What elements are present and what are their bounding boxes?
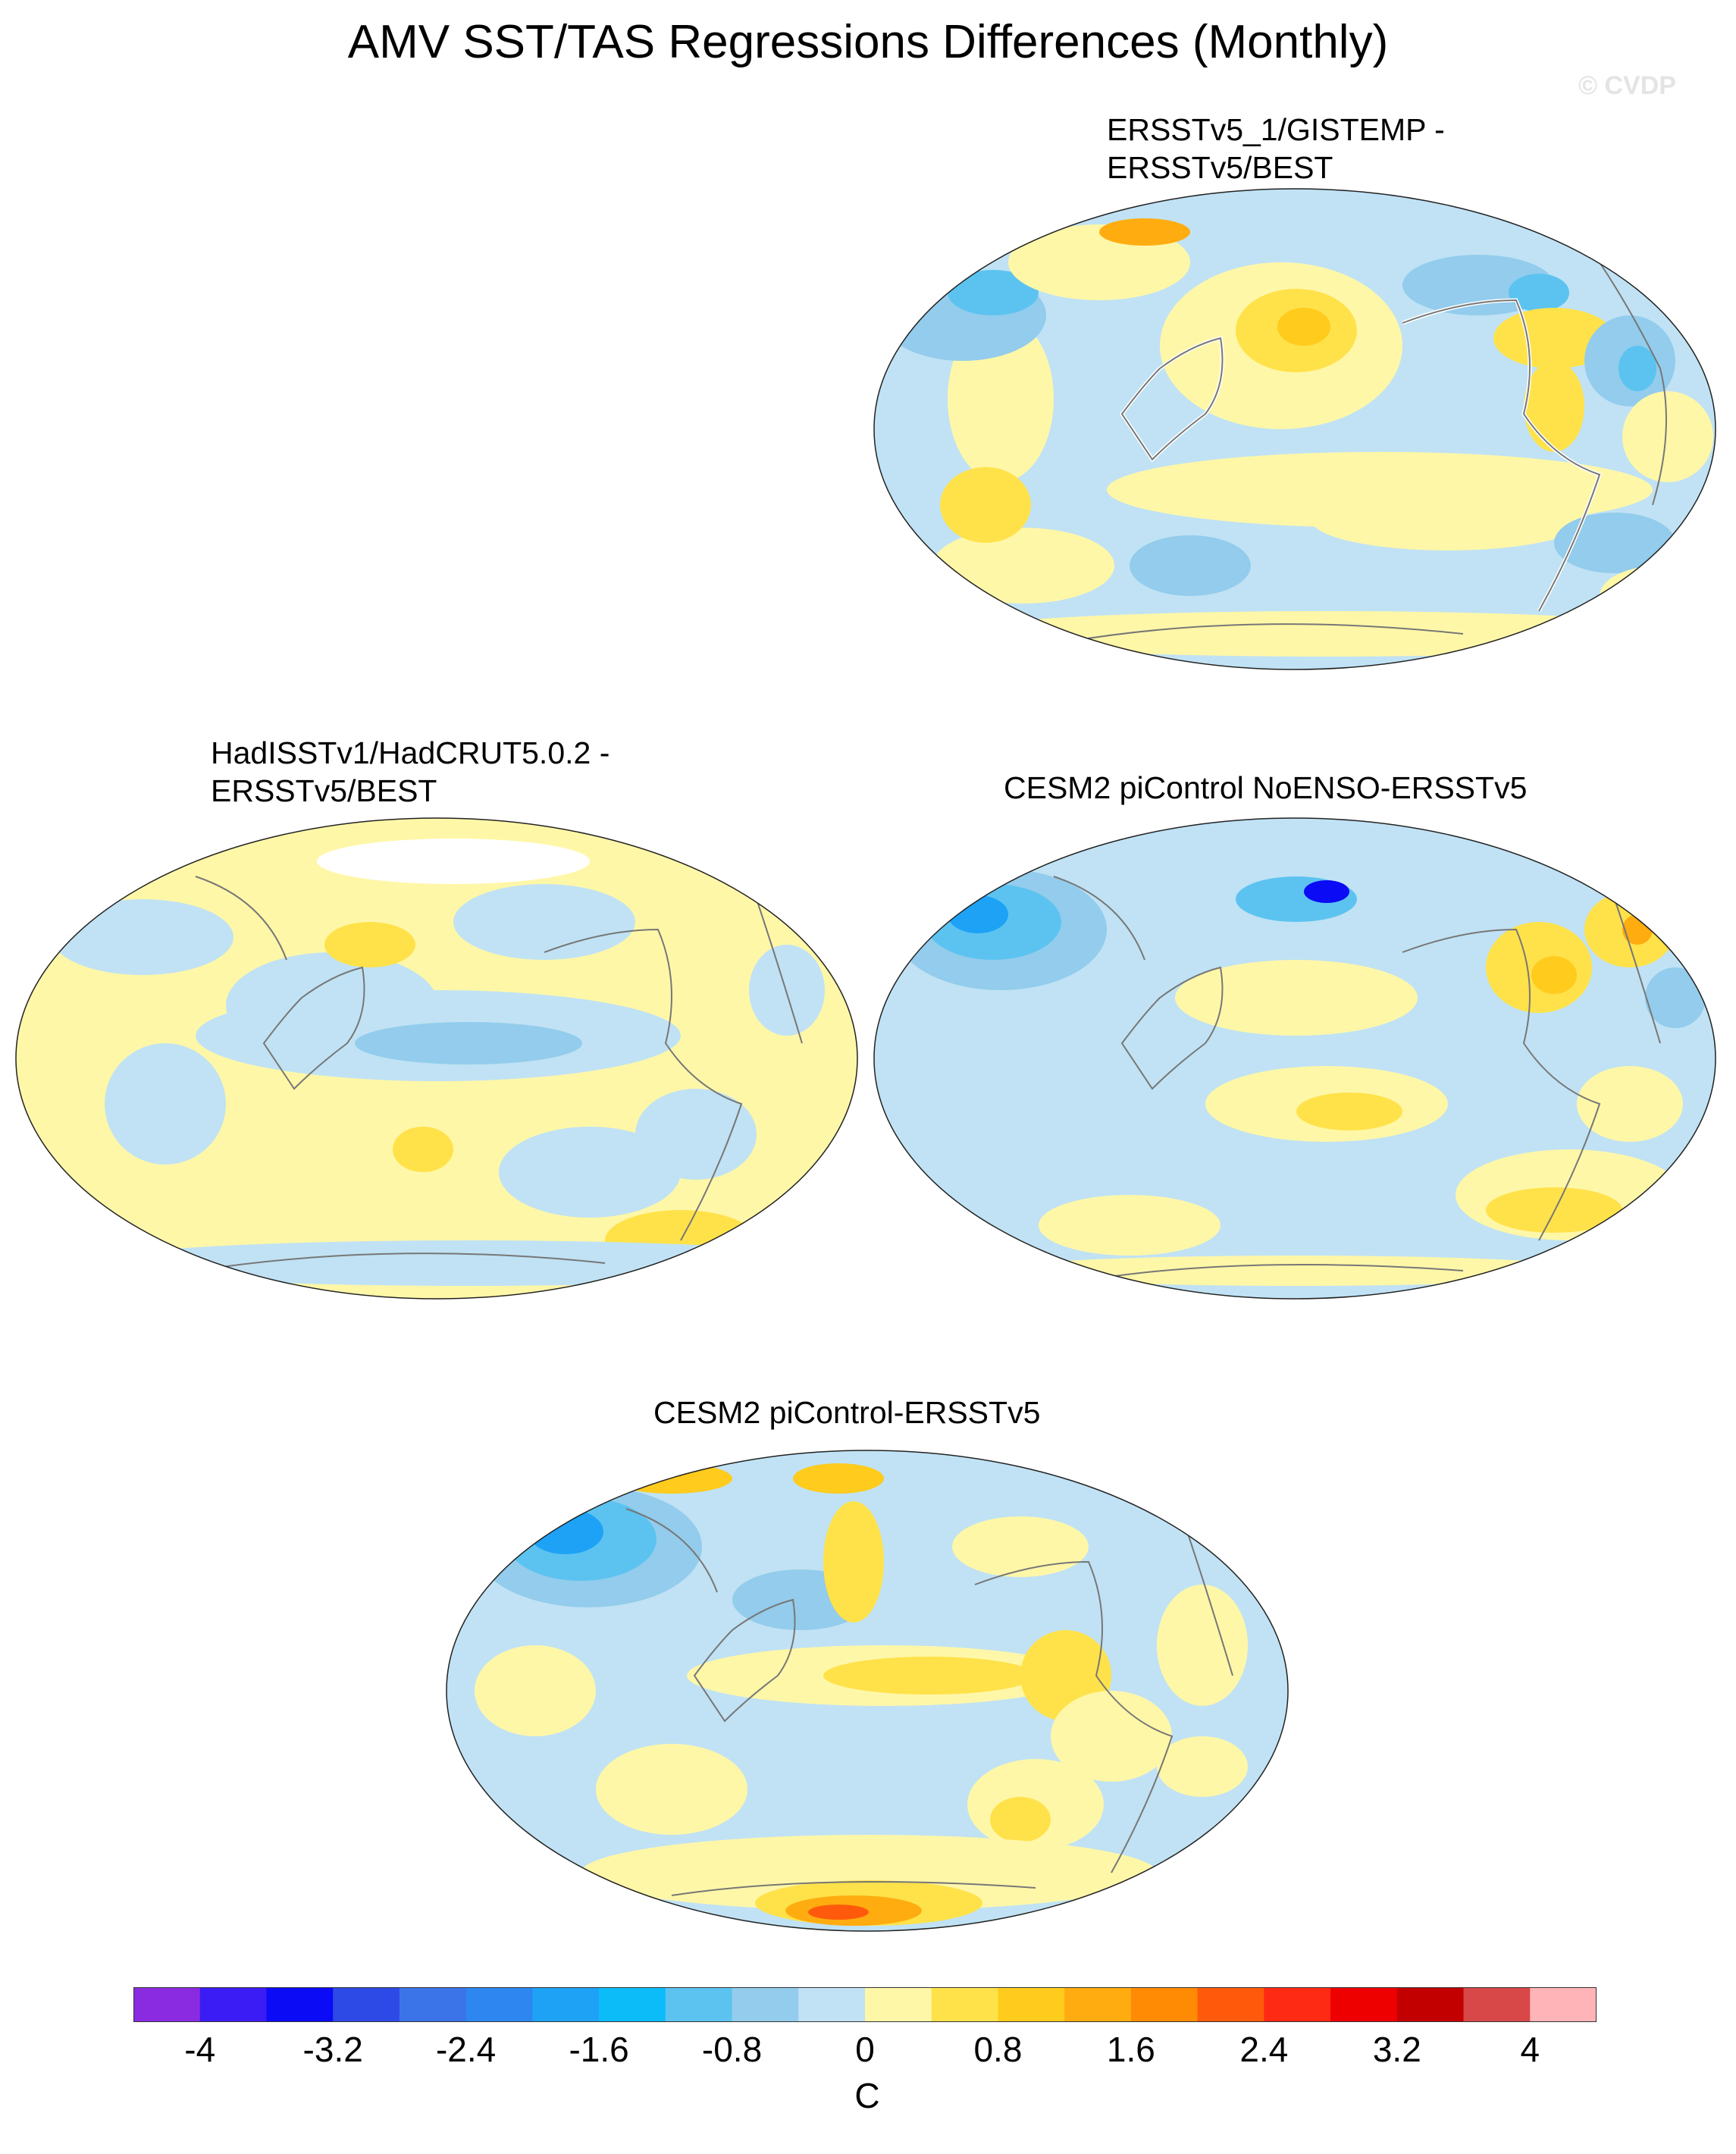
colorbar-box <box>133 1987 201 2022</box>
colorbar <box>133 1987 1597 2026</box>
colorbar-box <box>1264 1987 1331 2022</box>
colorbar-box <box>1130 1987 1199 2022</box>
colorbar-box <box>732 1987 799 2022</box>
panel-title-hadisstv1-hadcrut: HadISSTv1/HadCRUT5.0.2 - ERSSTv5/BEST <box>211 735 610 808</box>
colorbar-tick-label: 0.8 <box>973 2030 1023 2069</box>
colorbar-tick-label: -0.8 <box>701 2030 763 2069</box>
cvdp-watermark: © CVDP <box>1578 71 1676 100</box>
map-cesm2-noenso <box>872 816 1718 1301</box>
colorbar-units: C <box>854 2076 880 2115</box>
map-cesm2-picontrol <box>444 1448 1290 1933</box>
colorbar-box <box>465 1987 533 2022</box>
colorbar-tick-label: 3.2 <box>1372 2030 1421 2069</box>
figure-title: AMV SST/TAS Regressions Differences (Mon… <box>347 16 1389 68</box>
panel-title-cesm2-noenso: CESM2 piControl NoENSO-ERSSTv5 <box>1004 770 1528 805</box>
colorbar-tick-label: 2.4 <box>1239 2030 1289 2069</box>
colorbar-box <box>532 1987 600 2022</box>
map-hadisstv1-hadcrut <box>14 816 860 1301</box>
colorbar-box <box>266 1987 334 2022</box>
colorbar-box <box>199 1987 267 2022</box>
colorbar-box <box>1463 1987 1531 2022</box>
colorbar-box <box>1396 1987 1465 2022</box>
colorbar-tick-label: -4 <box>184 2030 216 2069</box>
colorbar-box <box>931 1987 998 2022</box>
colorbar-box <box>399 1987 467 2022</box>
colorbar-tick-label: 0 <box>855 2030 875 2069</box>
colorbar-tick-label: 4 <box>1520 2030 1540 2069</box>
colorbar-frame <box>133 1987 1597 2022</box>
colorbar-box <box>1530 1987 1597 2022</box>
colorbar-box <box>1330 1987 1398 2022</box>
colorbar-box <box>998 1987 1065 2022</box>
colorbar-box <box>865 1987 932 2022</box>
colorbar-tick-label: -3.2 <box>302 2030 363 2069</box>
colorbar-box <box>1197 1987 1264 2022</box>
panel-title-cesm2-picontrol: CESM2 piControl-ERSSTv5 <box>653 1395 1041 1430</box>
colorbar-box <box>333 1987 400 2022</box>
map-ersstv5-1-gistemp <box>872 187 1718 672</box>
colorbar-box <box>665 1987 733 2022</box>
colorbar-tick-label: -2.4 <box>435 2030 497 2069</box>
colorbar-box <box>1064 1987 1132 2022</box>
colorbar-tick-label: -1.6 <box>569 2030 629 2069</box>
panel-title-ersstv5-1-gistemp: ERSSTv5_1/GISTEMP - ERSSTv5/BEST <box>1107 112 1445 185</box>
colorbar-box <box>599 1987 666 2022</box>
colorbar-box <box>798 1987 866 2022</box>
colorbar-tick-label: 1.6 <box>1106 2030 1155 2069</box>
